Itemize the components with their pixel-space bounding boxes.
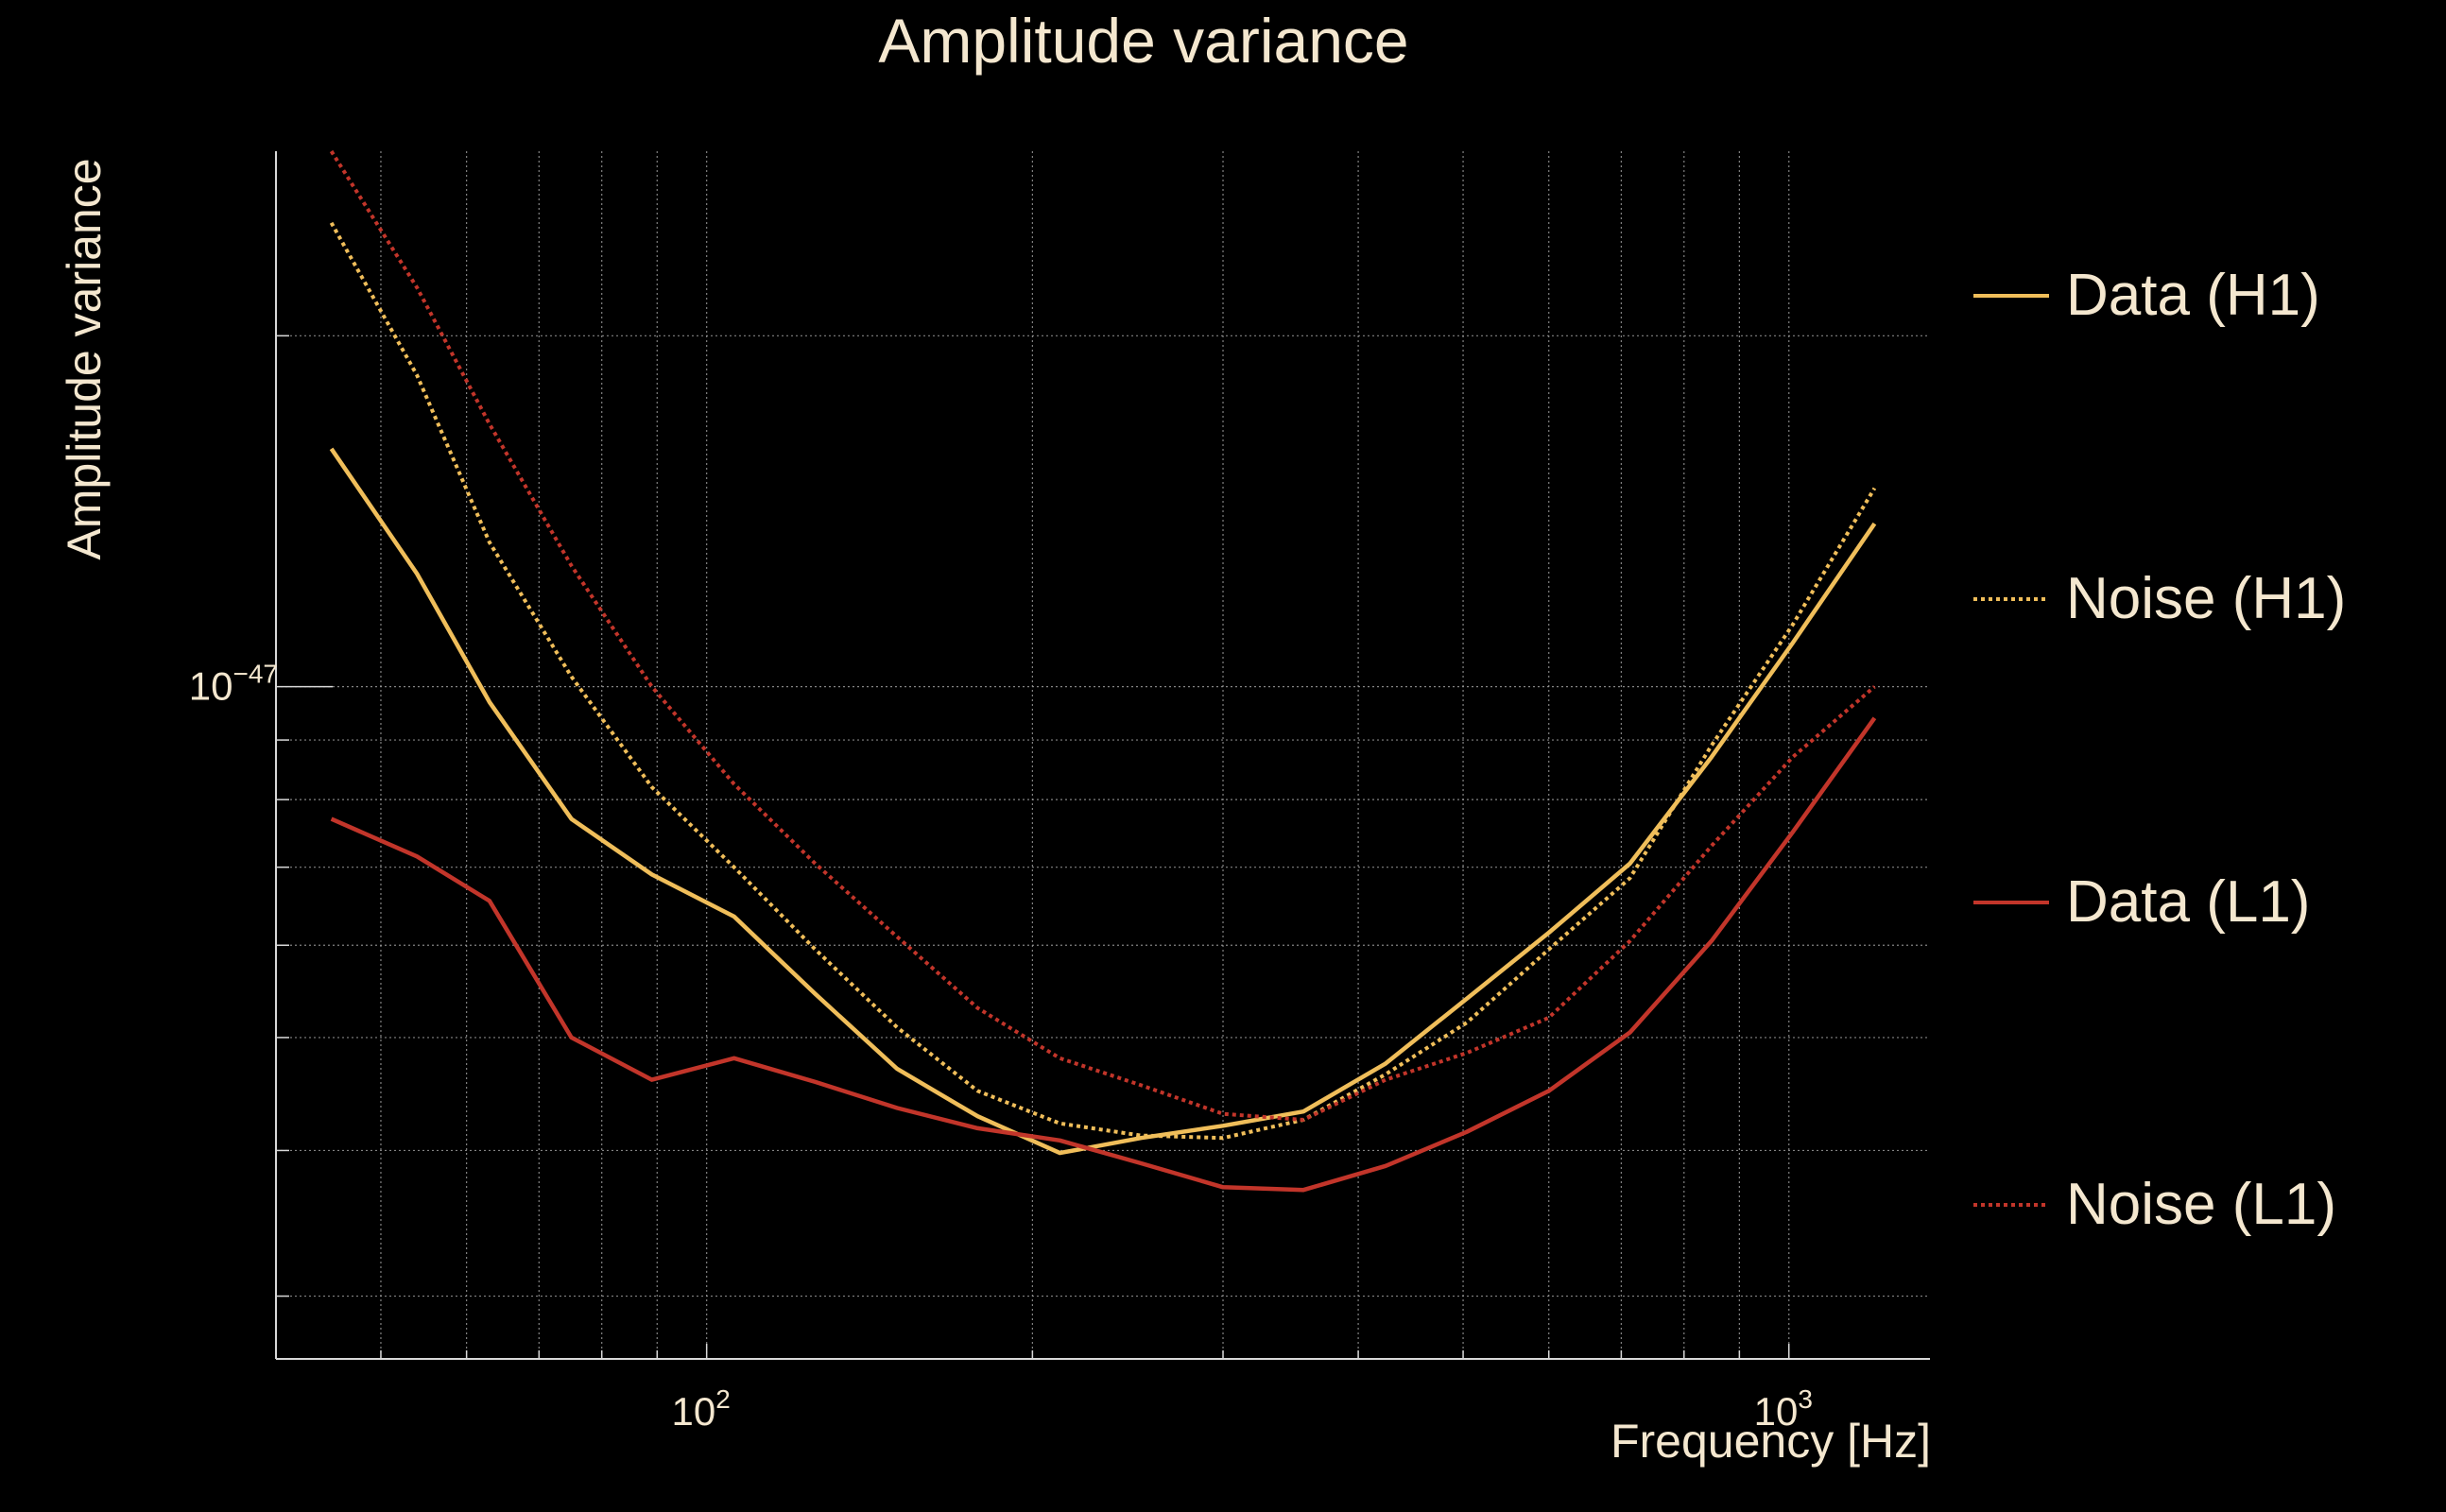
legend-label-1: Noise (H1) xyxy=(2066,566,2346,631)
y-axis-label: Amplitude variance xyxy=(58,158,111,559)
y-tick-label: 10−47 xyxy=(189,660,278,709)
x-tick-label: 102 xyxy=(672,1384,731,1434)
legend-label-2: Data (L1) xyxy=(2066,869,2310,935)
chart-title: Amplitude variance xyxy=(878,6,1408,76)
x-tick-label: 103 xyxy=(1754,1384,1813,1434)
series-line-0 xyxy=(329,447,1877,1156)
legend-label-3: Noise (L1) xyxy=(2066,1172,2336,1237)
tick-labels: 102 103 10−47 xyxy=(189,660,1813,1434)
plot-area xyxy=(329,149,1877,1193)
legend-label-0: Data (H1) xyxy=(2066,263,2320,328)
series-line-1 xyxy=(329,221,1877,1141)
series-line-2 xyxy=(330,716,1877,1193)
grid-lines xyxy=(275,151,1930,1359)
x-axis-label: Frequency [Hz] xyxy=(1611,1415,1931,1468)
legend: Data (H1) Noise (H1) Data (L1) Noise (L1) xyxy=(1973,263,2346,1237)
series-line-3 xyxy=(329,149,1876,1122)
axes xyxy=(275,151,1930,1360)
